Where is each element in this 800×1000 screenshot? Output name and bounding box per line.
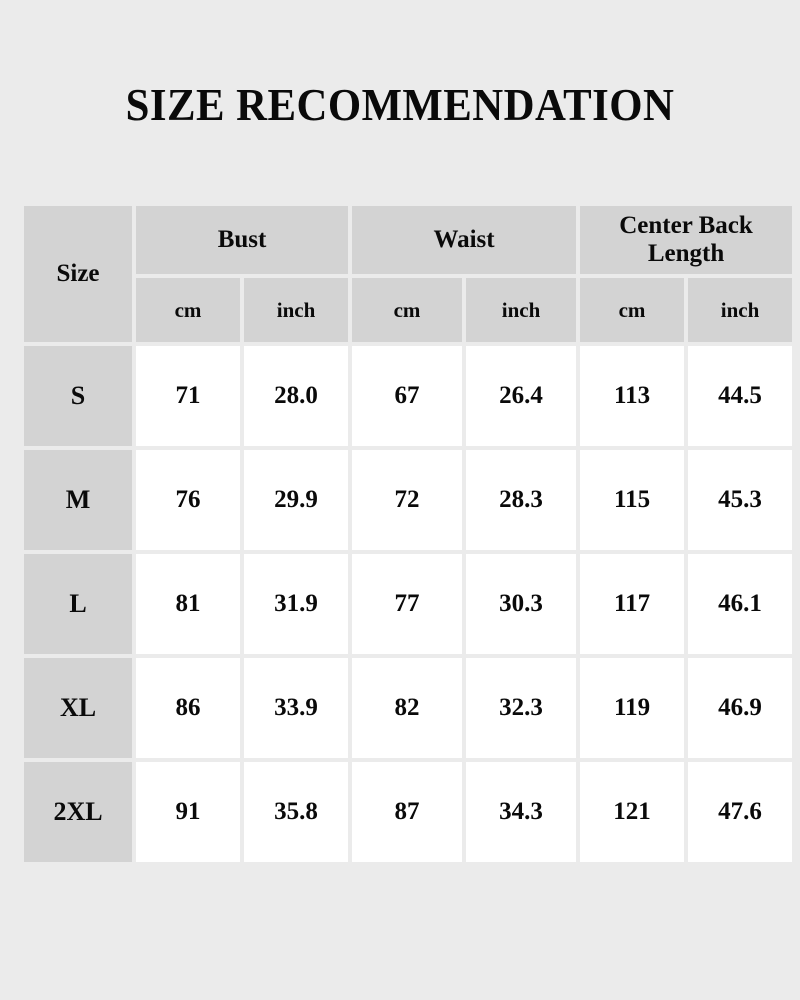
cell-bust-cm: 71 [136,346,240,446]
page-title: SIZE RECOMMENDATION [125,79,675,130]
cell-cbl-cm: 115 [580,450,685,550]
cell-waist-inch: 30.3 [466,554,577,654]
cell-bust-inch: 33.9 [244,658,349,758]
cell-bust-inch: 29.9 [244,450,349,550]
table-row: M 76 29.9 72 28.3 115 45.3 [24,450,793,550]
header-group-center-back-length: Center Back Length [580,206,793,274]
header-group-bust: Bust [136,206,349,274]
header-unit-row: cm inch cm inch cm inch [24,278,793,342]
cell-bust-cm: 86 [136,658,240,758]
cell-waist-inch: 34.3 [466,762,577,862]
table-row: XL 86 33.9 82 32.3 119 46.9 [24,658,793,758]
cell-cbl-inch: 44.5 [688,346,793,446]
size-recommendation-table: Size Bust Waist Center Back Length cm in… [20,202,796,866]
header-unit-waist-cm: cm [352,278,463,342]
header-group-waist: Waist [352,206,577,274]
cell-cbl-inch: 46.9 [688,658,793,758]
cell-bust-inch: 28.0 [244,346,349,446]
header-unit-bust-cm: cm [136,278,240,342]
cell-cbl-inch: 47.6 [688,762,793,862]
table-row: L 81 31.9 77 30.3 117 46.1 [24,554,793,654]
cell-cbl-inch: 46.1 [688,554,793,654]
table-row: S 71 28.0 67 26.4 113 44.5 [24,346,793,446]
header-unit-cbl-cm: cm [580,278,685,342]
cell-waist-cm: 82 [352,658,463,758]
cell-bust-cm: 81 [136,554,240,654]
header-unit-cbl-inch: inch [688,278,793,342]
cell-waist-inch: 32.3 [466,658,577,758]
header-unit-waist-inch: inch [466,278,577,342]
cell-waist-cm: 87 [352,762,463,862]
cell-cbl-cm: 121 [580,762,685,862]
cell-size: M [24,450,132,550]
table-row: 2XL 91 35.8 87 34.3 121 47.6 [24,762,793,862]
cell-waist-cm: 72 [352,450,463,550]
cell-waist-cm: 67 [352,346,463,446]
cell-cbl-cm: 117 [580,554,685,654]
header-unit-bust-inch: inch [244,278,349,342]
header-size: Size [24,206,132,342]
header-group-row: Size Bust Waist Center Back Length [24,206,793,342]
cell-size: L [24,554,132,654]
cell-bust-cm: 91 [136,762,240,862]
cell-cbl-cm: 119 [580,658,685,758]
table-header: Size Bust Waist Center Back Length cm in… [24,206,793,342]
cell-cbl-inch: 45.3 [688,450,793,550]
cell-bust-inch: 35.8 [244,762,349,862]
cell-size: 2XL [24,762,132,862]
cell-bust-inch: 31.9 [244,554,349,654]
cell-waist-cm: 77 [352,554,463,654]
cell-waist-inch: 26.4 [466,346,577,446]
cell-cbl-cm: 113 [580,346,685,446]
table-body: S 71 28.0 67 26.4 113 44.5 M 76 29.9 72 … [24,346,793,862]
cell-size: S [24,346,132,446]
cell-bust-cm: 76 [136,450,240,550]
cell-waist-inch: 28.3 [466,450,577,550]
cell-size: XL [24,658,132,758]
